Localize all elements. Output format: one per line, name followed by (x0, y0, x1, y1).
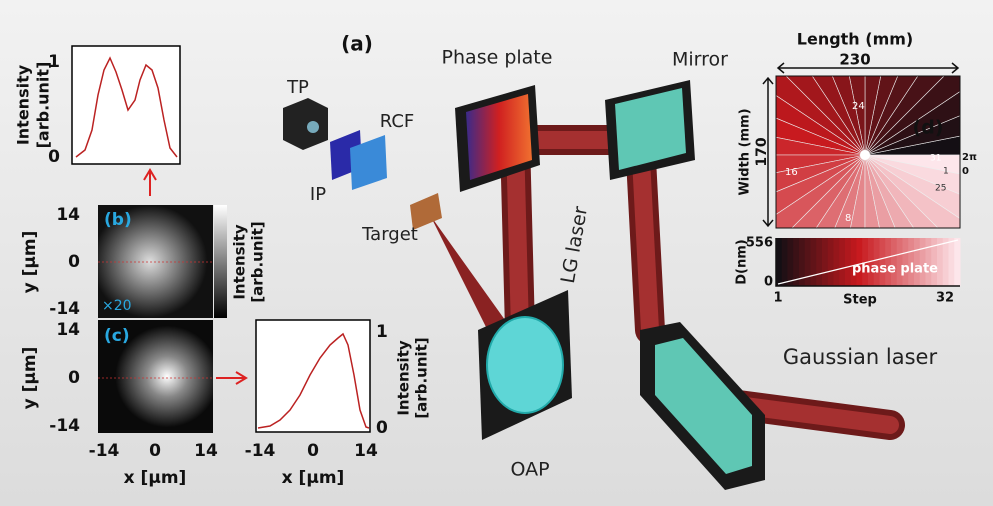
panel-label: (d) (913, 117, 944, 139)
y-axis-label: y [μm] (20, 347, 40, 410)
component-label: Gaussian laser (783, 345, 938, 369)
y-tick-label: 14 (56, 205, 80, 225)
component-label: RCF (380, 111, 415, 132)
sector-number: 16 (785, 167, 798, 178)
step (828, 238, 834, 286)
step (782, 238, 788, 286)
component-label: IP (310, 184, 326, 205)
colorbar-label: Intensity (231, 224, 249, 300)
x-tick-label: 1 (773, 291, 782, 306)
y-axis-label: [arb.unit] (413, 337, 431, 418)
center-spot (860, 150, 870, 160)
component-label: Phase plate (442, 47, 553, 69)
y-axis-label: Intensity (395, 340, 413, 416)
y-tick-label: 0 (376, 418, 388, 438)
y-tick-label: 1 (376, 322, 388, 342)
x-axis-label: Step (843, 293, 877, 308)
step (954, 238, 960, 286)
figure: 1 0 Intensity [arb.unit] (b) ×20 14 0 -1… (0, 0, 993, 506)
step (845, 238, 851, 286)
step (816, 238, 822, 286)
caption: phase plate (852, 262, 938, 277)
dimension-label: Length (mm) (797, 30, 913, 49)
colorbar-label: [arb.unit] (249, 221, 267, 302)
component-label: Target (361, 224, 418, 245)
phase-label: 0 (962, 166, 969, 177)
sector-number: 25 (935, 184, 946, 194)
step (805, 238, 811, 286)
step (839, 238, 845, 286)
y-axis-label: Intensity (14, 64, 33, 145)
y-tick-label: 14 (56, 320, 80, 340)
x-axis-label: x [μm] (282, 468, 345, 488)
x-tick-label: -14 (89, 441, 120, 461)
step (811, 238, 817, 286)
colorbar (214, 205, 227, 318)
sector-number: 1 (943, 167, 949, 177)
sector-number: 31 (930, 154, 941, 164)
step (834, 238, 840, 286)
y-tick-label: 556 (746, 236, 773, 251)
dimension-value: 230 (839, 51, 870, 69)
plot-frame (256, 320, 370, 432)
panel-label: (b) (104, 210, 132, 230)
y-tick-label: 0 (764, 275, 773, 290)
panel-label: (c) (104, 326, 130, 346)
y-axis-label: [arb.unit] (34, 62, 53, 149)
panel-label: (a) (341, 32, 373, 56)
step (949, 238, 955, 286)
step (943, 238, 949, 286)
dimension-label: Width (mm) (738, 108, 753, 195)
step (822, 238, 828, 286)
y-tick-label: -14 (49, 299, 80, 319)
tp (283, 98, 328, 150)
component-label: TP (286, 77, 309, 98)
y-tick-label: 0 (68, 368, 80, 388)
y-axis-label: y [μm] (20, 231, 40, 294)
x-axis-label: x [μm] (124, 468, 187, 488)
x-tick-label: 14 (354, 441, 378, 461)
y-tick-label: 0 (68, 252, 80, 272)
x-tick-label: 14 (194, 441, 218, 461)
x-tick-label: 0 (149, 441, 161, 461)
magnification: ×20 (102, 298, 132, 314)
step (776, 238, 782, 286)
sector-number: 24 (852, 101, 865, 112)
phase-label: 2π (962, 152, 977, 163)
x-tick-label: 0 (307, 441, 319, 461)
component-label: Mirror (672, 49, 728, 71)
x-tick-label: -14 (245, 441, 276, 461)
x-tick-label: 32 (936, 291, 954, 306)
y-tick-label: 0 (48, 147, 60, 167)
step (788, 238, 794, 286)
sector-number: 8 (845, 213, 851, 224)
dimension-value: 170 (754, 137, 770, 166)
y-tick-label: -14 (49, 416, 80, 436)
component-label: OAP (510, 459, 549, 481)
